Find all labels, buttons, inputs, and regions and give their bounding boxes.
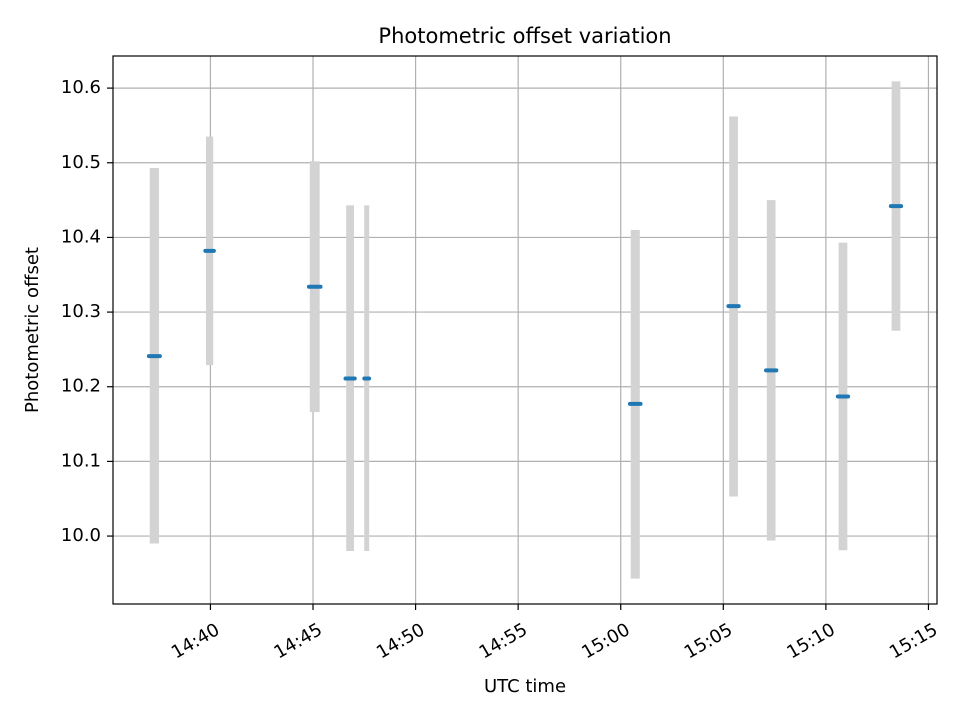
- y-tick-label: 10.2: [61, 376, 101, 397]
- plot-area-frame: [112, 55, 938, 605]
- y-tick-label: 10.1: [61, 450, 101, 471]
- y-axis-label: Photometric offset: [22, 247, 43, 413]
- y-tick-label: 10.5: [61, 152, 101, 173]
- y-tick-label: 10.6: [61, 77, 101, 98]
- chart-title: Photometric offset variation: [378, 24, 671, 48]
- x-axis-label: UTC time: [484, 676, 566, 697]
- y-tick-label: 10.0: [61, 525, 101, 546]
- y-tick-label: 10.4: [61, 226, 101, 247]
- data-points: [146, 204, 904, 406]
- grid-lines: [113, 56, 937, 604]
- y-tick-label: 10.3: [61, 301, 101, 322]
- y-axis-ticks: 10.0 10.1 10.2 10.3 10.4 10.5 10.6: [61, 77, 113, 546]
